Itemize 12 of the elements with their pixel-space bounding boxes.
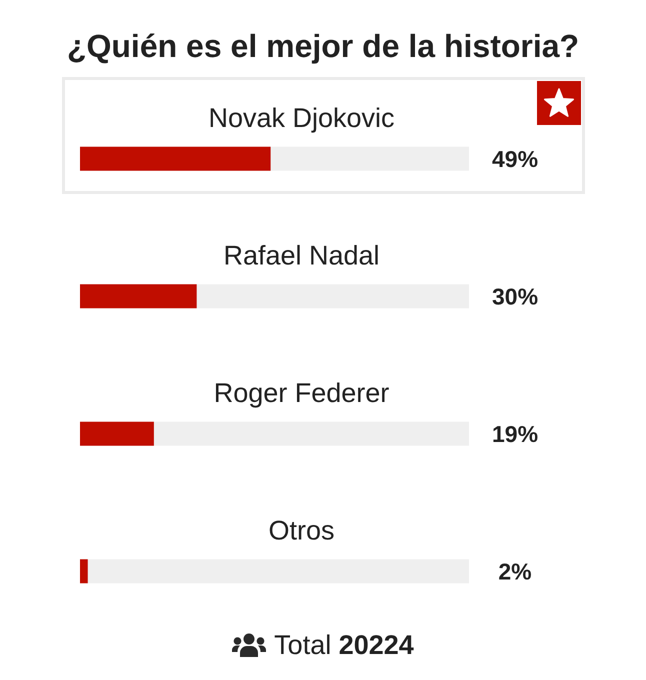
y-tick-label: Rafael Nadal: [223, 240, 380, 270]
bar: [80, 422, 154, 446]
data-label: 49%: [492, 146, 538, 172]
text: Total 20224: [274, 630, 414, 660]
y-tick-label: Roger Federer: [214, 378, 390, 408]
data-label: 2%: [498, 558, 532, 584]
data-label: 19%: [492, 420, 538, 447]
data-label: 30%: [492, 283, 538, 310]
y-tick-label: Otros: [268, 515, 335, 546]
chart-title: ¿Quién es el mejor de la historia?: [66, 28, 580, 64]
y-tick-label: Novak Djokovic: [208, 102, 395, 133]
bar: [80, 559, 88, 584]
